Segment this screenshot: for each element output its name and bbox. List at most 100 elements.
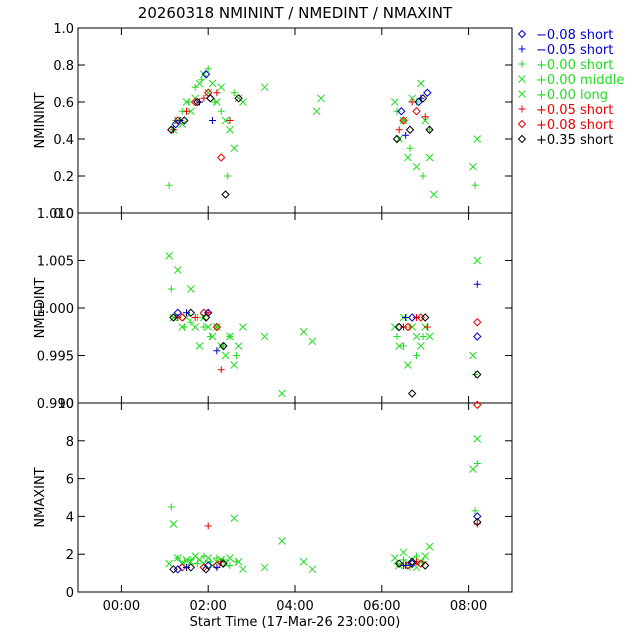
panels: 0.0 0.2 0.4 0.6 0.8 1.0 NMININT 0.990 0.995 1.000…	[33, 22, 513, 601]
data-point	[423, 88, 432, 97]
data-point	[200, 323, 208, 331]
data-point	[417, 94, 425, 102]
data-point	[206, 333, 214, 340]
y-tick-label: 1.005	[37, 255, 74, 270]
data-point	[167, 503, 175, 511]
data-point	[213, 563, 221, 571]
series-1	[183, 562, 410, 571]
data-point	[469, 162, 477, 171]
data-point	[204, 522, 212, 530]
data-point	[473, 256, 482, 265]
data-point	[430, 190, 438, 199]
x-tick-label: 02:00	[189, 599, 226, 614]
data-point	[407, 389, 417, 398]
data-point	[260, 332, 269, 341]
data-point	[416, 559, 426, 568]
data-point	[169, 313, 178, 322]
data-point	[471, 181, 479, 189]
panel-frame	[77, 27, 513, 214]
data-point	[260, 563, 269, 572]
data-point	[169, 313, 178, 322]
data-point	[403, 153, 412, 162]
data-point	[420, 561, 430, 570]
data-point	[183, 107, 190, 115]
data-point	[230, 514, 239, 523]
legend-entry: +0.00 middle	[536, 73, 624, 88]
panel-nminint: 0.0 0.2 0.4 0.6 0.8 1.0 NMININT	[33, 22, 513, 222]
data-point	[417, 342, 425, 350]
data-point	[201, 565, 211, 574]
data-point	[473, 332, 482, 341]
legend-entry: +0.08 short	[536, 118, 613, 133]
data-point	[406, 144, 414, 152]
data-point	[230, 89, 238, 97]
data-point	[167, 285, 175, 293]
data-point	[473, 370, 482, 379]
data-point	[413, 352, 421, 359]
data-point	[278, 537, 286, 545]
data-point	[299, 557, 308, 566]
data-point	[219, 559, 228, 568]
y-tick-label: 0.4	[53, 133, 74, 148]
y-tick-label: 0	[66, 586, 74, 601]
y-tick-label: 0.0	[53, 207, 74, 222]
data-point	[473, 435, 482, 443]
data-point	[226, 554, 234, 562]
data-point	[230, 144, 239, 153]
x-tick-labels: 00:00 02:00 04:00 06:00 08:00	[103, 599, 488, 614]
data-point	[177, 313, 187, 322]
data-point	[421, 116, 430, 125]
data-point	[413, 314, 421, 321]
data-point	[399, 116, 408, 125]
panel-nmedint: 0.990 0.995 1.000 1.005 1.010 NMEDINT	[33, 207, 513, 412]
data-point	[260, 83, 269, 92]
data-point	[219, 342, 227, 350]
data-point	[217, 83, 226, 92]
series-5	[174, 309, 431, 374]
data-point	[473, 135, 482, 143]
data-point	[221, 116, 230, 125]
data-point	[407, 557, 417, 566]
data-point	[400, 342, 407, 350]
legend: −0.08 short−0.05 short+0.00 short+0.00 m…	[517, 28, 624, 148]
data-point	[425, 542, 434, 551]
data-point	[224, 172, 232, 180]
data-point	[425, 332, 434, 341]
series-7	[169, 517, 482, 574]
data-point	[186, 308, 196, 317]
legend-marker	[518, 45, 526, 53]
data-point	[395, 135, 404, 143]
data-point	[193, 560, 201, 568]
data-point	[213, 323, 221, 331]
data-point	[397, 107, 406, 116]
legend-entry: +0.00 short	[536, 58, 613, 73]
data-point	[419, 172, 427, 180]
legend-marker	[518, 90, 526, 98]
legend-entry: −0.05 short	[536, 43, 613, 58]
panel-frame	[77, 402, 513, 593]
series-2	[165, 65, 479, 189]
data-point	[191, 83, 199, 91]
y-axis-label: NMAXINT	[33, 467, 48, 527]
data-point	[217, 153, 226, 162]
y-tick-label: 0.995	[37, 350, 74, 365]
data-point	[471, 507, 479, 515]
legend-marker	[517, 134, 527, 144]
y-axis-label: NMEDINT	[33, 278, 48, 339]
data-point	[308, 337, 317, 346]
data-point	[239, 565, 247, 574]
data-point	[200, 552, 208, 560]
data-point	[187, 318, 195, 326]
data-point	[173, 308, 183, 317]
data-point	[186, 563, 196, 572]
y-tick-label: 0.2	[53, 170, 74, 185]
x-tick-label: 00:00	[103, 599, 140, 614]
data-point	[186, 107, 195, 116]
data-point	[403, 361, 412, 369]
y-tick-label: 1.010	[37, 207, 74, 222]
data-point	[180, 323, 188, 331]
data-point	[412, 107, 421, 116]
data-point	[425, 125, 434, 134]
y-tick-label: 1.000	[37, 302, 74, 317]
data-point	[426, 126, 434, 134]
